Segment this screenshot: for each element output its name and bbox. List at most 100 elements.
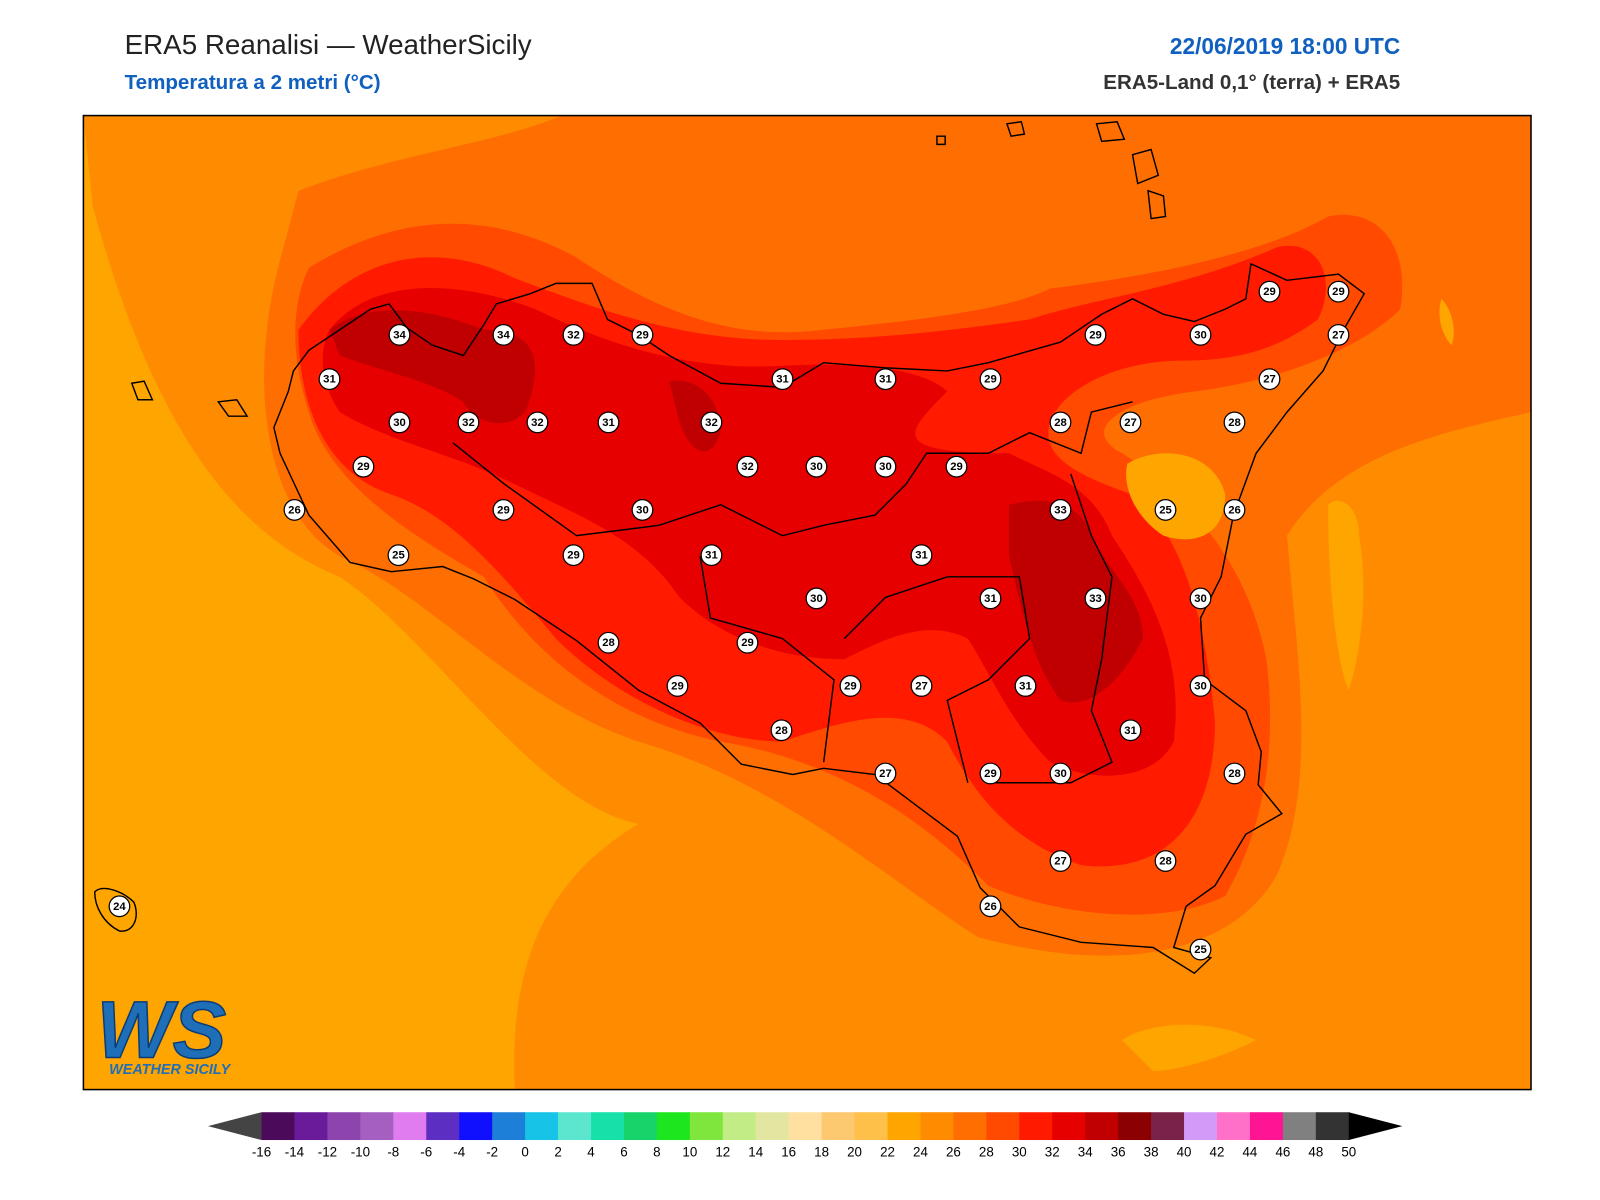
station-value: 29 <box>741 637 754 649</box>
station-marker <box>979 762 1002 785</box>
source: ERA5-Land 0,1° (terra) + ERA5 <box>1103 71 1400 94</box>
station-marker <box>1154 498 1177 521</box>
colorbar-label: 34 <box>1078 1144 1093 1159</box>
station-value: 30 <box>393 417 406 429</box>
logo-mark: WS <box>97 986 226 1076</box>
station-marker <box>526 411 549 434</box>
station-value: 28 <box>775 725 788 737</box>
station-value: 31 <box>1019 680 1032 692</box>
color-swatch <box>294 1112 328 1141</box>
station-marker <box>597 411 620 434</box>
coastline <box>94 120 1366 975</box>
station-marker <box>874 455 897 478</box>
station-marker <box>1189 675 1212 697</box>
station-marker <box>1014 675 1037 697</box>
station-value: 33 <box>1089 593 1102 605</box>
station-value: 29 <box>984 374 997 386</box>
station-value: 31 <box>602 417 615 429</box>
colorbar-label: 50 <box>1341 1144 1356 1159</box>
station-value: 29 <box>357 461 370 473</box>
station-marker <box>1327 323 1350 346</box>
station-marker <box>1084 323 1107 346</box>
station-marker <box>910 544 933 567</box>
station-marker <box>562 323 585 346</box>
color-swatch <box>1151 1112 1185 1141</box>
station-marker <box>631 498 654 521</box>
station-value: 31 <box>1124 725 1137 737</box>
colorbar-label: -6 <box>420 1144 432 1159</box>
station-value: 30 <box>879 461 892 473</box>
station-value: 29 <box>636 329 649 341</box>
station-marker <box>108 895 131 918</box>
colorbar-label: 40 <box>1177 1144 1192 1159</box>
station-marker <box>1189 323 1212 346</box>
station-marker <box>805 455 828 478</box>
colorbar-label: 10 <box>682 1144 697 1159</box>
color-swatch <box>854 1112 889 1141</box>
colorbar-label: 14 <box>748 1144 763 1159</box>
color-swatch <box>623 1112 658 1141</box>
station-value: 27 <box>1054 856 1067 868</box>
station-value: 27 <box>915 680 928 692</box>
color-swatch <box>360 1112 394 1141</box>
color-swatch <box>327 1112 361 1141</box>
station-value: 29 <box>671 680 684 692</box>
station-marker <box>979 368 1002 391</box>
station-marker <box>770 719 793 742</box>
station-marker <box>1049 850 1072 872</box>
station-marker <box>1223 411 1246 434</box>
station-marker <box>736 631 759 654</box>
station-value: 26 <box>984 901 997 913</box>
station-layer: 34 34 32 29 31 30 32 32 31 32 29 32 30 30 29 26 29 30 25 29… <box>108 280 1350 961</box>
station-value: 28 <box>1054 417 1067 429</box>
station-value: 30 <box>1194 680 1207 692</box>
station-marker <box>318 368 341 391</box>
colorbar-label: -2 <box>486 1144 498 1159</box>
station-value: 27 <box>1332 329 1345 341</box>
station-marker <box>631 323 654 346</box>
station-marker <box>388 411 411 434</box>
station-value: 28 <box>1228 768 1241 780</box>
station-marker <box>910 675 933 697</box>
station-marker <box>457 411 480 434</box>
colorbar-label: 20 <box>847 1144 862 1159</box>
station-marker <box>492 323 515 346</box>
color-swatch <box>426 1112 460 1141</box>
logo: WS WEATHER SICILY <box>96 985 232 1078</box>
color-swatch <box>1315 1112 1350 1141</box>
color-swatch <box>1019 1112 1053 1141</box>
color-swatch <box>261 1112 295 1141</box>
station-value: 34 <box>497 329 510 341</box>
station-value: 32 <box>741 461 754 473</box>
colorbar-label: 24 <box>913 1144 928 1159</box>
station-value: 31 <box>915 550 928 562</box>
colorbar-label: 26 <box>946 1144 961 1159</box>
station-marker <box>1189 938 1212 961</box>
station-marker <box>1327 280 1350 303</box>
station-marker <box>1084 587 1107 610</box>
color-swatch <box>492 1112 526 1141</box>
station-value: 26 <box>288 504 301 516</box>
station-value: 29 <box>844 680 857 692</box>
station-value: 27 <box>1124 417 1137 429</box>
colorbar-label: 30 <box>1012 1144 1027 1159</box>
color-swatch <box>1249 1112 1284 1141</box>
station-marker <box>283 498 306 521</box>
color-swatch <box>986 1112 1020 1141</box>
station-value: 30 <box>810 461 823 473</box>
color-swatch <box>656 1112 691 1141</box>
station-marker <box>1049 498 1072 521</box>
colorbar-label: 48 <box>1308 1144 1323 1159</box>
station-value: 29 <box>1332 286 1345 298</box>
colorbar-label: -8 <box>387 1144 399 1159</box>
colorbar-label: -16 <box>252 1144 271 1159</box>
station-value: 32 <box>567 329 580 341</box>
station-marker <box>387 544 410 567</box>
colorbar-label: 8 <box>653 1144 660 1159</box>
station-marker <box>597 631 620 654</box>
color-swatch <box>525 1112 559 1141</box>
station-marker <box>1223 762 1246 785</box>
station-value: 28 <box>1228 417 1241 429</box>
logo-text: WEATHER SICILY <box>109 1062 232 1078</box>
